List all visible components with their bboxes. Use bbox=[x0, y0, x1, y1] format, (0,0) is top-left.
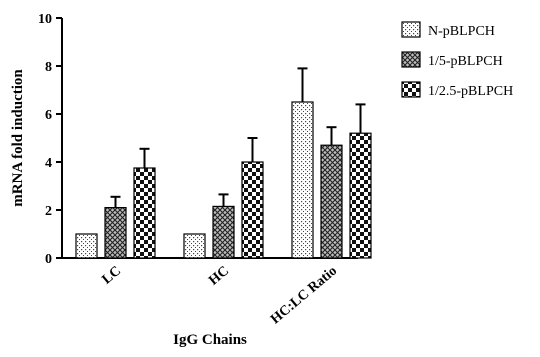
y-ticks: 0 2 4 6 8 10 bbox=[38, 12, 62, 267]
legend-swatch-1 bbox=[401, 51, 421, 68]
bar-1-2 bbox=[320, 144, 343, 259]
legend-label-0: N-pBLPCH bbox=[428, 24, 495, 39]
x-tick-label: LC bbox=[100, 264, 125, 288]
bar-2-2 bbox=[349, 132, 372, 259]
bar-1-1 bbox=[212, 205, 235, 259]
legend-label-2: 1/2.5-pBLPCH bbox=[428, 84, 513, 99]
y-tick-label: 10 bbox=[38, 12, 52, 27]
bar-0-1 bbox=[183, 233, 206, 259]
y-tick-label: 4 bbox=[45, 156, 52, 171]
y-tick-label: 8 bbox=[45, 60, 52, 75]
y-tick-label: 2 bbox=[45, 204, 52, 219]
legend-swatch-0 bbox=[401, 21, 421, 38]
error-bars bbox=[110, 67, 366, 208]
bar-2-1 bbox=[241, 161, 264, 259]
bar-0-0 bbox=[75, 233, 98, 259]
legend-swatch-2 bbox=[401, 81, 421, 98]
legend: N-pBLPCH 1/5-pBLPCH 1/2.5-pBLPCH bbox=[401, 21, 513, 99]
legend-label-1: 1/5-pBLPCH bbox=[428, 54, 503, 69]
y-tick-label: 6 bbox=[45, 108, 52, 123]
y-axis-title: mRNA fold induction bbox=[10, 69, 26, 207]
x-axis-title: IgG Chains bbox=[173, 332, 247, 348]
bar-2-0 bbox=[133, 167, 156, 259]
x-tick-label: HC:LC Ratio bbox=[268, 264, 340, 328]
x-tick-labels: LC HC HC:LC Ratio bbox=[100, 264, 341, 328]
y-tick-label: 0 bbox=[45, 252, 52, 267]
bar-0-2 bbox=[291, 101, 314, 259]
x-tick-label: HC bbox=[206, 264, 232, 289]
bars bbox=[75, 101, 372, 259]
bar-1-0 bbox=[104, 207, 127, 259]
